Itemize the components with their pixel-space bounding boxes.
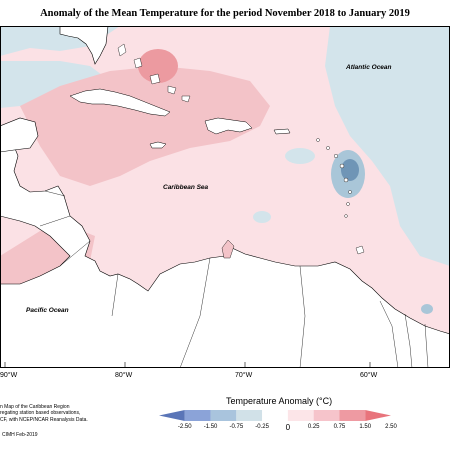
longitude-label-80w: 80°W (115, 372, 133, 379)
legend-swatch (184, 410, 211, 421)
legend-tick-label: 0.25 (307, 424, 320, 430)
label-pacific-ocean: Pacific Ocean (26, 307, 69, 314)
legend-swatch (159, 410, 185, 421)
legend-title: Temperature Anomaly (°C) (226, 396, 333, 406)
land-lesser-antilles (316, 138, 365, 255)
anomaly-map (0, 26, 450, 368)
country-borders (39, 190, 429, 368)
legend-tick-label: -1.50 (203, 424, 218, 430)
legend-tick-label: -0.75 (229, 424, 244, 430)
cool-anomaly-spot-5 (421, 304, 433, 314)
legend-tick-label: -0.25 (255, 424, 269, 430)
legend-tick-label: 0.75 (333, 424, 346, 430)
label-atlantic-ocean: Atlantic Ocean (346, 64, 392, 71)
legend-swatch (365, 410, 391, 421)
cool-anomaly-spot-4 (253, 211, 271, 223)
longitude-label-60w: 60°W (360, 372, 378, 379)
color-legend (155, 410, 395, 429)
legend-swatch (210, 410, 237, 421)
land-hispaniola (204, 117, 253, 135)
legend-tick-label: 0 (285, 423, 291, 432)
legend-swatch (339, 410, 366, 421)
land-puerto-rico (273, 128, 291, 135)
legend-swatch (313, 410, 340, 421)
land-jamaica (149, 141, 167, 149)
land-yucatan (0, 117, 39, 153)
cool-anomaly-atlantic (325, 26, 450, 266)
warm-anomaly-bahamas (138, 49, 178, 83)
legend-swatch (236, 410, 263, 421)
legend-tick-label: 2.50 (385, 424, 397, 430)
longitude-label-90w: 90°W (0, 372, 18, 379)
footer-note-line: n Map of the Caribbean Region (0, 404, 70, 410)
longitude-label-70w: 70°W (235, 372, 253, 379)
legend-swatch (262, 410, 288, 421)
legend-tick-label: -2.50 (177, 424, 192, 430)
legend-tick-label: 1.50 (359, 424, 372, 430)
footer-note-line: CF, with NCEP/NCAR Reanalysis Data. (0, 416, 88, 423)
footer-notes: n Map of the Caribbean Region regating s… (0, 404, 88, 423)
land-cuba (69, 88, 171, 117)
land-bahamas (117, 43, 191, 103)
footer-note-line: regating station based observations, (0, 410, 81, 417)
cool-anomaly-spot-3 (341, 159, 359, 181)
legend-swatch (287, 410, 314, 421)
label-caribbean-sea: Caribbean Sea (163, 184, 209, 191)
land-florida (59, 26, 109, 65)
cool-anomaly-spot-1 (285, 148, 315, 164)
land-lake-maracaibo (221, 239, 235, 259)
credit: CIMH Feb-2019 (2, 432, 38, 438)
map-title: Anomaly of the Mean Temperature for the … (40, 8, 410, 19)
cool-anomaly-mid (0, 61, 110, 108)
